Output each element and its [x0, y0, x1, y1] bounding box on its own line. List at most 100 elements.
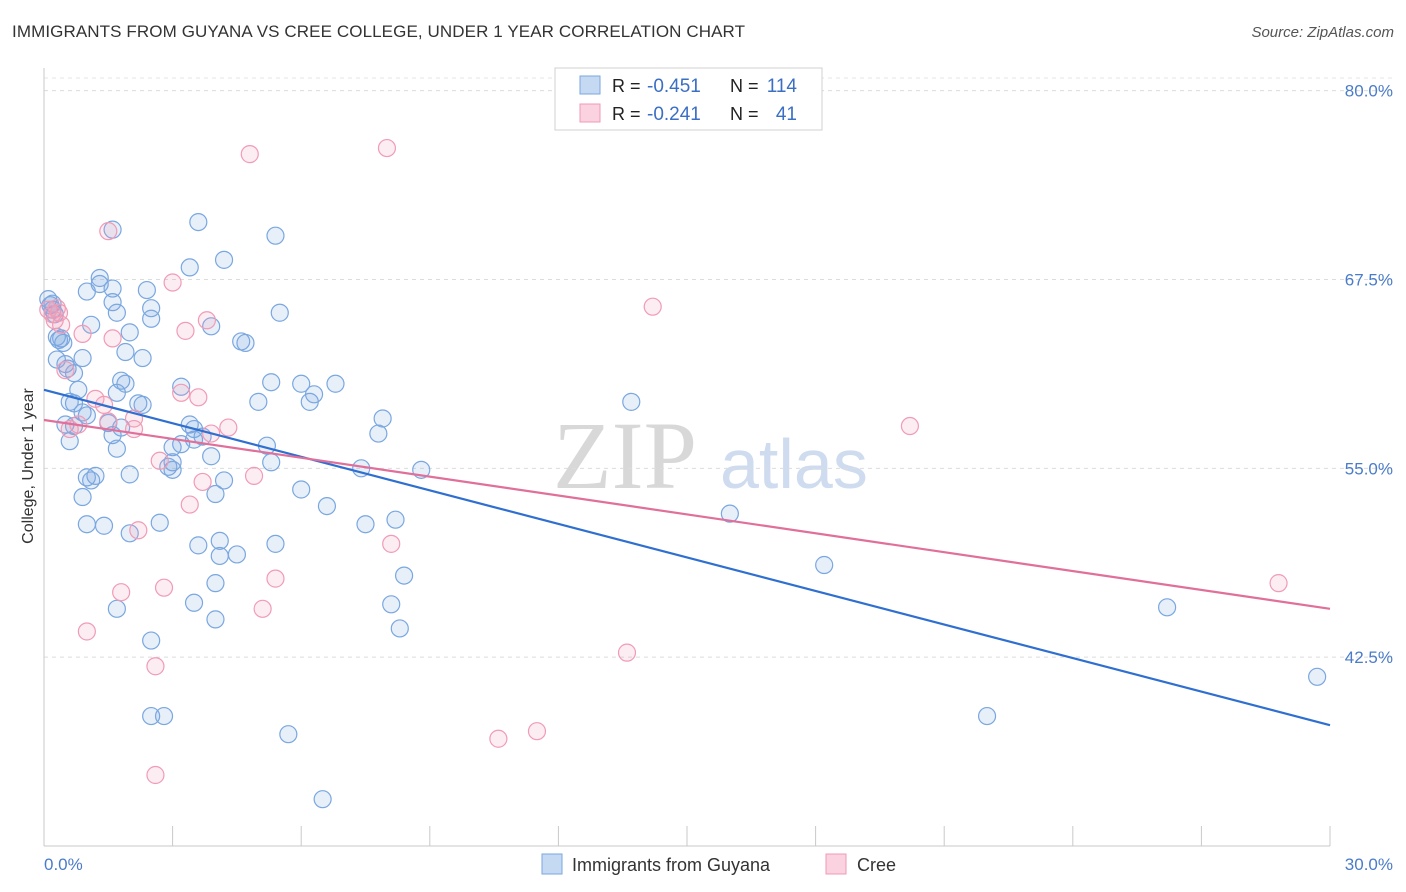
point-cree	[219, 418, 238, 437]
point-guyana	[815, 555, 834, 575]
point-cree	[73, 324, 92, 343]
bottom-legend-swatch-cree	[825, 853, 847, 875]
point-cree	[527, 722, 547, 741]
point-cree	[154, 578, 174, 597]
point-guyana	[304, 385, 324, 404]
point-guyana	[622, 392, 641, 411]
point-guyana	[210, 531, 229, 550]
legend-r-value-1: -0.451	[647, 76, 701, 97]
point-guyana	[270, 303, 289, 322]
chart-title: IMMIGRANTS FROM GUYANA VS CREE COLLEGE, …	[12, 22, 746, 41]
source-label: Source: ZipAtlas.com	[1251, 24, 1394, 41]
point-guyana	[266, 534, 285, 553]
point-cree	[103, 329, 122, 348]
x-tick-label-min: 0.0%	[44, 855, 83, 874]
point-guyana	[107, 599, 126, 618]
point-guyana	[262, 453, 281, 472]
point-guyana	[214, 250, 234, 269]
x-tick-marks	[43, 826, 1331, 846]
bottom-legend-label-guyana: Immigrants from Guyana	[572, 855, 771, 875]
legend-swatch-guyana	[579, 75, 601, 95]
point-guyana	[977, 706, 997, 726]
point-guyana	[142, 309, 161, 328]
point-guyana	[386, 510, 405, 529]
point-guyana	[210, 546, 229, 566]
point-cree	[176, 321, 195, 340]
point-guyana	[94, 516, 114, 535]
point-cree	[193, 472, 212, 492]
point-cree	[150, 451, 169, 470]
point-guyana	[73, 487, 92, 507]
point-guyana	[103, 293, 122, 312]
point-guyana	[77, 515, 96, 534]
point-guyana	[369, 424, 388, 443]
point-guyana	[292, 480, 311, 499]
point-guyana	[180, 258, 199, 277]
point-guyana	[142, 706, 161, 726]
y-tick-label: 67.5%	[1345, 270, 1393, 289]
point-guyana	[189, 536, 208, 555]
point-cree	[197, 311, 216, 330]
point-cree	[146, 657, 165, 676]
trend-line-guyana	[43, 388, 1331, 727]
point-guyana	[279, 725, 298, 744]
point-guyana	[390, 619, 409, 638]
y-tick-label: 55.0%	[1345, 459, 1393, 478]
point-guyana	[373, 409, 392, 428]
point-cree	[900, 416, 920, 436]
y-tick-label: 42.5%	[1345, 648, 1393, 667]
point-guyana	[107, 439, 126, 458]
point-cree	[77, 622, 96, 641]
trend-lines	[43, 388, 1331, 727]
point-guyana	[394, 566, 414, 585]
point-guyana	[116, 374, 135, 393]
point-cree	[240, 145, 259, 164]
point-cree	[172, 383, 191, 402]
series-legend: Immigrants from Guyana Cree	[541, 853, 896, 875]
point-guyana	[214, 471, 234, 490]
legend-r-label-1: R =	[612, 76, 641, 96]
point-guyana	[266, 226, 285, 245]
point-guyana	[137, 280, 156, 300]
x-tick-label-max: 30.0%	[1345, 855, 1393, 874]
point-guyana	[107, 303, 126, 322]
watermark-atlas: atlas	[720, 425, 868, 503]
point-guyana	[133, 348, 152, 368]
point-cree	[163, 273, 182, 292]
point-guyana	[206, 484, 225, 504]
point-guyana	[1308, 667, 1327, 686]
legend-r-value-2: -0.241	[647, 104, 701, 125]
bottom-legend-label-cree: Cree	[857, 855, 896, 875]
point-guyana	[227, 545, 246, 564]
legend-n-label-1: N =	[730, 76, 759, 96]
point-cree	[189, 388, 208, 407]
point-cree	[56, 361, 75, 380]
bottom-legend-swatch-guyana	[541, 853, 563, 875]
point-cree	[617, 643, 637, 662]
watermark-zip: ZIP	[553, 402, 697, 509]
point-cree	[643, 297, 662, 316]
point-cree	[180, 495, 199, 514]
point-cree	[489, 729, 508, 748]
y-tick-labels: 42.5% 55.0% 67.5% 80.0%	[1345, 82, 1393, 668]
point-guyana	[206, 574, 225, 593]
point-cree	[382, 534, 401, 553]
point-guyana	[73, 348, 92, 368]
point-guyana	[172, 377, 191, 396]
point-guyana	[189, 212, 208, 232]
gridlines	[44, 77, 1393, 658]
point-guyana	[54, 333, 73, 353]
point-cree	[1269, 574, 1288, 593]
point-guyana	[317, 496, 337, 516]
point-cree	[266, 569, 285, 588]
point-cree	[129, 521, 148, 540]
legend-r-label-2: R =	[612, 104, 641, 124]
point-cree	[112, 583, 131, 602]
point-guyana	[1158, 598, 1177, 617]
point-cree	[146, 765, 165, 785]
point-guyana	[120, 465, 139, 484]
point-guyana	[120, 323, 139, 342]
point-guyana	[720, 504, 739, 523]
trend-line-cree	[43, 418, 1331, 610]
